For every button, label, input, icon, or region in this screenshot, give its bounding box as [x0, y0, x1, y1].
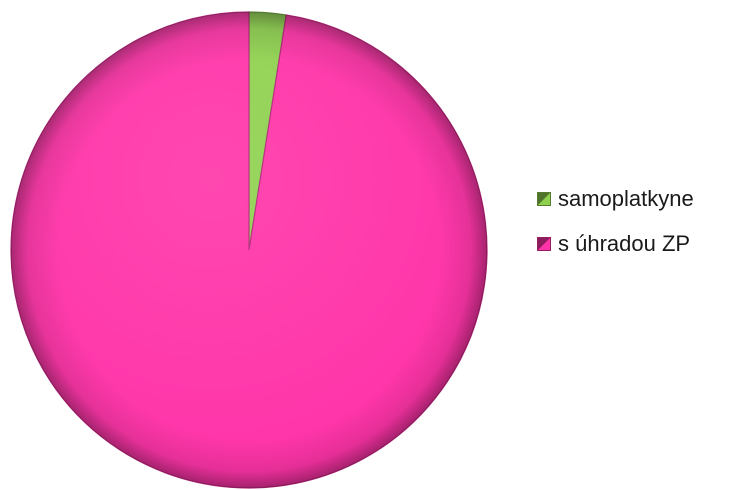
legend-label-s-uhradou-zp: s úhradou ZP [558, 231, 691, 256]
legend: samoplatkyne s úhradou ZP [537, 184, 694, 274]
legend-swatch-samoplatkyne [537, 192, 551, 206]
legend-swatch-s-uhradou-zp [537, 237, 551, 251]
pie-highlight-overlay [11, 12, 487, 488]
legend-label-samoplatkyne: samoplatkyne [558, 186, 694, 211]
legend-item-s-uhradou-zp: s úhradou ZP [537, 229, 694, 259]
legend-item-samoplatkyne: samoplatkyne [537, 184, 694, 214]
